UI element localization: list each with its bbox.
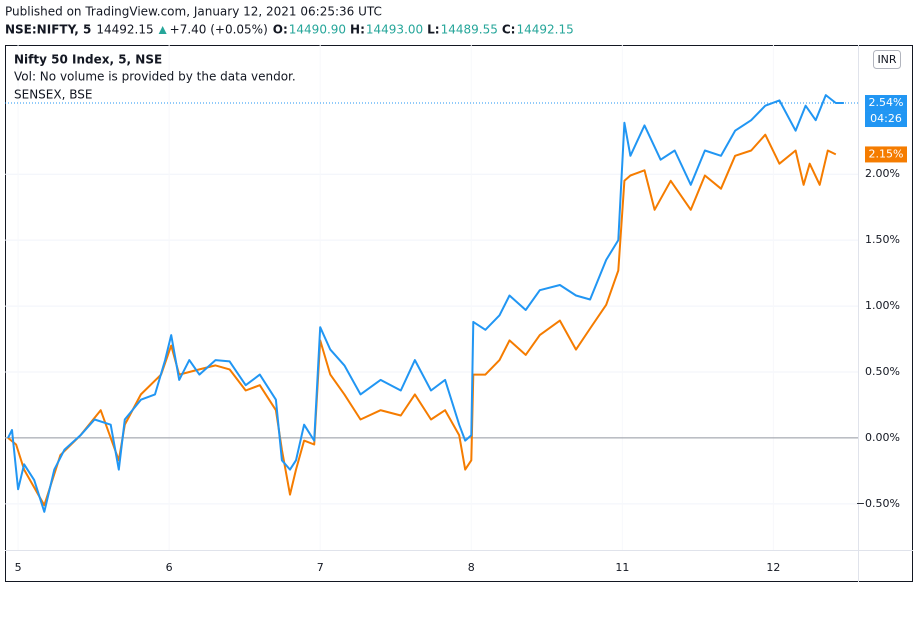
up-arrow (158, 26, 167, 34)
axes: −0.50% 0.00% 0.50% 1.00% 1.50% 2.00% 5 6 7 8 11 12 (15, 167, 900, 574)
x-tick-label: 12 (766, 561, 780, 574)
legend-main: Nifty 50 Index, 5, NSE (14, 53, 162, 67)
x-tick-label: 6 (166, 561, 173, 574)
published: Published on TradingView.com, January 12… (5, 5, 382, 19)
chart-frame (5, 45, 913, 582)
y-tick-label: 0.00% (865, 431, 900, 444)
ohlc-key: L: (427, 23, 439, 37)
series-line (7, 94, 844, 513)
x-tick-label: 11 (615, 561, 629, 574)
currency-label[interactable]: INR (877, 53, 896, 66)
currency-button[interactable] (873, 50, 901, 69)
legend-volume: Vol: No volume is provided by the data v… (14, 70, 296, 84)
ohlc-key: O: (273, 23, 288, 37)
ohlc-value: 14492.15 (516, 23, 573, 37)
y-tick-label: 2.00% (865, 167, 900, 180)
price-tag-label: 2.54% (869, 96, 904, 109)
countdown-tag (865, 111, 907, 128)
grid (5, 45, 858, 550)
legend-compare: SENSEX, BSE (14, 88, 92, 102)
ohlc-key: C: (502, 23, 516, 37)
ohlc-value: 14493.00 (366, 23, 423, 37)
symbol: NSE:NIFTY, 5 (5, 23, 91, 37)
x-tick-label: 7 (317, 561, 324, 574)
x-tick-label: 5 (15, 561, 22, 574)
series-lines (7, 94, 844, 513)
ohlc-key: H: (350, 23, 365, 37)
y-tick-label: 1.50% (865, 233, 900, 246)
price-tag-label: 2.15% (869, 147, 904, 160)
change: +7.40 (+0.05%) (170, 23, 268, 37)
price-tags: 2.54% 04:26 2.15% (865, 95, 907, 163)
ohlc-value: 14490.90 (289, 23, 346, 37)
price-tag (865, 146, 907, 163)
quote-line: NSE:NIFTY, 5 14492.15 +7.40 (+0.05%) O: 1449… (5, 23, 574, 37)
countdown: 04:26 (870, 112, 902, 125)
series-line (7, 133, 837, 507)
x-tick-label: 8 (468, 561, 475, 574)
price: 14492.15 (96, 23, 153, 37)
y-tick-label: 0.50% (865, 365, 900, 378)
y-tick-label: 1.00% (865, 299, 900, 312)
ohlc-value: 14489.55 (441, 23, 498, 37)
y-tick-label: −0.50% (856, 497, 900, 510)
price-tag (865, 95, 907, 112)
